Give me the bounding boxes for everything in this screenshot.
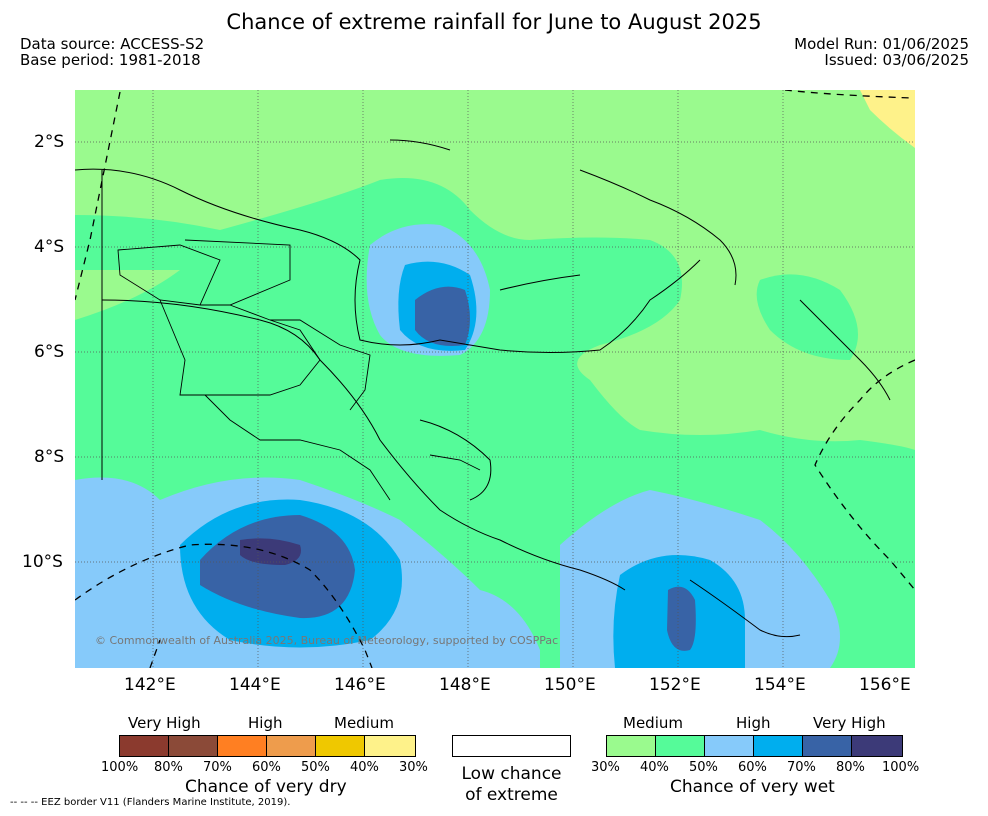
lat-label: 2°S [34, 132, 65, 152]
dry-swatch-30-40 [364, 735, 416, 757]
dry-swatch-40-50 [315, 735, 365, 757]
dry-swatch-60-70 [217, 735, 267, 757]
low-caption-line1: Low chance [461, 764, 562, 784]
wet-pct: 30% [591, 760, 620, 775]
dry-pct: 50% [301, 760, 330, 775]
chart-title: Chance of extreme rainfall for June to A… [226, 10, 762, 34]
lon-label: 154°E [754, 675, 806, 695]
low-chance-swatch [452, 735, 571, 757]
graticule [75, 90, 915, 668]
lon-label: 144°E [229, 675, 281, 695]
dry-30-40-region [860, 90, 915, 148]
wet-level-very-high: Very High [813, 714, 886, 732]
lon-label: 150°E [544, 675, 596, 695]
dry-pct: 80% [154, 760, 183, 775]
wet-level-high: High [736, 714, 771, 732]
eez-borders [75, 90, 915, 668]
low-caption-line2: of extreme [465, 785, 558, 805]
dry-colorbar [119, 735, 416, 757]
copyright-note: © Commonwealth of Australia 2025, Bureau… [95, 634, 559, 647]
dry-swatch-70-80 [168, 735, 218, 757]
lat-label: 10°S [22, 552, 63, 572]
lon-label: 152°E [649, 675, 701, 695]
lon-label: 142°E [124, 675, 176, 695]
wet-swatch-40-50 [655, 735, 705, 757]
lat-label: 6°S [34, 342, 65, 362]
dry-pct: 60% [252, 760, 281, 775]
low-caption: Low chance of extreme [452, 764, 571, 806]
wet-swatch-50-60 [704, 735, 754, 757]
wet-colorbar [606, 735, 903, 757]
dry-level-medium: Medium [334, 714, 394, 732]
wet-pct: 70% [787, 760, 816, 775]
wet-pct: 100% [882, 760, 920, 775]
wet-swatch-70-80 [802, 735, 852, 757]
wet-pct: 40% [640, 760, 669, 775]
lat-label: 4°S [34, 237, 65, 257]
wet-40-50-east [756, 274, 858, 360]
coastlines [75, 139, 891, 638]
dry-pct: 100% [101, 760, 139, 775]
dry-pct: 30% [399, 760, 428, 775]
dry-caption: Chance of very dry [185, 777, 347, 797]
wet-70-80-southeast [667, 586, 696, 651]
dry-level-high: High [248, 714, 283, 732]
wet-swatch-80-100 [851, 735, 903, 757]
dry-pct: 40% [350, 760, 379, 775]
lat-label: 8°S [34, 447, 65, 467]
base-period-label: Base period: 1981-2018 [20, 51, 201, 69]
wet-swatch-30-40 [606, 735, 656, 757]
dry-pct: 70% [203, 760, 232, 775]
eez-note: -- -- -- EEZ border V11 (Flanders Marine… [10, 797, 291, 808]
map-field [75, 90, 915, 668]
lon-label: 148°E [439, 675, 491, 695]
wet-caption: Chance of very wet [670, 777, 835, 797]
wet-70-80-north [415, 286, 470, 346]
data-source-label: Data source: ACCESS-S2 [20, 35, 205, 53]
dry-level-very-high: Very High [128, 714, 201, 732]
issued-label: Issued: 03/06/2025 [824, 51, 969, 69]
lon-label: 146°E [334, 675, 386, 695]
province-borders [117, 239, 481, 501]
wet-level-medium: Medium [623, 714, 683, 732]
dry-swatch-50-60 [266, 735, 316, 757]
lon-label: 156°E [859, 675, 911, 695]
wet-pct: 80% [836, 760, 865, 775]
wet-pct: 60% [738, 760, 767, 775]
wet-70-80-south [200, 515, 355, 619]
wet-swatch-60-70 [753, 735, 803, 757]
model-run-label: Model Run: 01/06/2025 [794, 35, 969, 53]
wet-pct: 50% [689, 760, 718, 775]
dry-swatch-80-100 [119, 735, 169, 757]
